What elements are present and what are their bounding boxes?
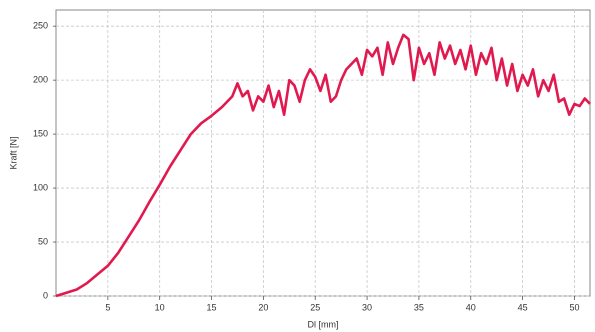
- y-tick-label: 50: [38, 236, 48, 246]
- y-tick-label: 0: [43, 290, 48, 300]
- y-tick-label: 150: [33, 128, 48, 138]
- y-tick-label: 200: [33, 75, 48, 85]
- x-tick-label: 45: [518, 302, 528, 312]
- data-line: [55, 33, 591, 298]
- y-tick-label: 100: [33, 182, 48, 192]
- x-axis-label: Dl [mm]: [308, 319, 339, 329]
- plot-area: [55, 9, 591, 297]
- y-tick-label: 250: [33, 21, 48, 31]
- x-tick-label: 10: [155, 302, 165, 312]
- x-tick-label: 5: [105, 302, 110, 312]
- x-tick-label: 15: [207, 302, 217, 312]
- y-axis-label: Kraft [N]: [8, 136, 18, 169]
- x-tick-label: 50: [569, 302, 579, 312]
- x-tick-label: 35: [414, 302, 424, 312]
- x-tick-label: 25: [310, 302, 320, 312]
- x-tick-label: 30: [362, 302, 372, 312]
- x-tick-label: 20: [258, 302, 268, 312]
- x-tick-label: 40: [466, 302, 476, 312]
